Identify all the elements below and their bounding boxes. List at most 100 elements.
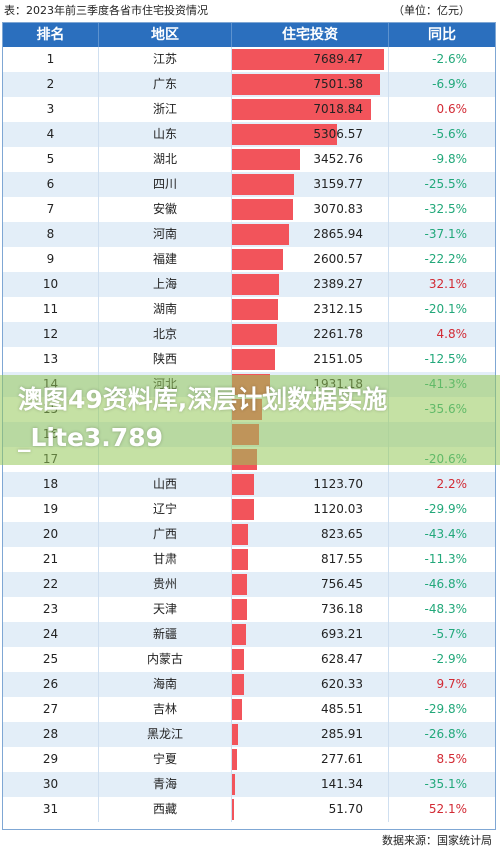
investment-bar bbox=[232, 49, 384, 70]
column-divider bbox=[98, 547, 99, 572]
yoy-change: 52.1% bbox=[428, 802, 467, 816]
investment-value: 3452.76 bbox=[313, 152, 363, 166]
investment-bar bbox=[232, 174, 295, 195]
column-divider bbox=[231, 672, 232, 697]
rank-cell: 25 bbox=[42, 652, 59, 666]
investment-bar bbox=[232, 249, 284, 270]
unit-label: （单位：亿元） bbox=[393, 4, 470, 17]
column-divider bbox=[231, 122, 232, 147]
region-cell: 内蒙古 bbox=[146, 652, 183, 666]
column-divider bbox=[98, 622, 99, 647]
watermark-banner: 澳图49资料库,深层计划数据实施_Lite3.789 bbox=[0, 375, 500, 465]
region-cell: 湖南 bbox=[152, 302, 177, 316]
region-cell: 辽宁 bbox=[152, 502, 177, 516]
investment-value: 817.55 bbox=[321, 552, 363, 566]
investment-value: 1123.70 bbox=[313, 477, 363, 491]
yoy-change: 32.1% bbox=[428, 277, 467, 291]
rank-cell: 4 bbox=[46, 127, 55, 141]
region-cell: 天津 bbox=[152, 602, 177, 616]
investment-bar bbox=[232, 474, 255, 495]
rank-cell: 20 bbox=[42, 527, 59, 541]
table-row: 3 浙江 7018.84 0.6% bbox=[3, 97, 495, 122]
table-row: 10 上海 2389.27 32.1% bbox=[3, 272, 495, 297]
region-cell: 西藏 bbox=[152, 802, 177, 816]
region-cell: 山东 bbox=[152, 127, 177, 141]
data-source: 数据来源：国家统计局 bbox=[382, 834, 492, 847]
column-divider bbox=[231, 197, 232, 222]
investment-bar bbox=[232, 724, 238, 745]
column-divider bbox=[388, 772, 389, 797]
column-divider bbox=[388, 647, 389, 672]
region-cell: 黑龙江 bbox=[146, 727, 183, 741]
yoy-change: -22.2% bbox=[424, 252, 467, 266]
column-divider bbox=[98, 497, 99, 522]
header-investment: 住宅投资 bbox=[282, 27, 338, 43]
rank-cell: 23 bbox=[42, 602, 59, 616]
column-divider bbox=[231, 47, 232, 72]
column-divider bbox=[98, 172, 99, 197]
rank-cell: 1 bbox=[46, 52, 55, 66]
column-divider bbox=[231, 172, 232, 197]
rank-cell: 30 bbox=[42, 777, 59, 791]
column-divider bbox=[231, 72, 232, 97]
rank-cell: 11 bbox=[42, 302, 59, 316]
investment-value: 51.70 bbox=[328, 802, 363, 816]
column-divider bbox=[231, 747, 232, 772]
yoy-change: -46.8% bbox=[424, 577, 467, 591]
investment-bar bbox=[232, 624, 246, 645]
region-cell: 山西 bbox=[152, 477, 177, 491]
column-divider bbox=[98, 722, 99, 747]
column-divider bbox=[231, 272, 232, 297]
region-cell: 贵州 bbox=[152, 577, 177, 591]
investment-bar bbox=[232, 224, 289, 245]
column-divider bbox=[98, 97, 99, 122]
column-divider bbox=[388, 197, 389, 222]
region-cell: 广东 bbox=[152, 77, 177, 91]
column-divider bbox=[388, 247, 389, 272]
column-divider bbox=[231, 497, 232, 522]
investment-bar bbox=[232, 649, 245, 670]
investment-bar bbox=[232, 124, 337, 145]
column-divider bbox=[231, 647, 232, 672]
column-divider bbox=[388, 72, 389, 97]
table-row: 25 内蒙古 628.47 -2.9% bbox=[3, 647, 495, 672]
column-divider bbox=[388, 547, 389, 572]
yoy-change: -11.3% bbox=[424, 552, 467, 566]
investment-bar bbox=[232, 274, 280, 295]
column-divider bbox=[231, 722, 232, 747]
rank-cell: 27 bbox=[42, 702, 59, 716]
yoy-change: 2.2% bbox=[436, 477, 468, 491]
yoy-change: -48.3% bbox=[424, 602, 467, 616]
rank-cell: 28 bbox=[42, 727, 59, 741]
investment-bar bbox=[232, 99, 371, 120]
header-region: 地区 bbox=[151, 27, 179, 43]
investment-bar bbox=[232, 574, 247, 595]
region-cell: 新疆 bbox=[152, 627, 177, 641]
table-row: 4 山东 5306.57 -5.6% bbox=[3, 122, 495, 147]
table-row: 6 四川 3159.77 -25.5% bbox=[3, 172, 495, 197]
investment-bar bbox=[232, 199, 293, 220]
column-divider bbox=[231, 622, 232, 647]
rank-cell: 8 bbox=[46, 227, 55, 241]
investment-value: 277.61 bbox=[321, 752, 363, 766]
yoy-change: -9.8% bbox=[432, 152, 467, 166]
investment-bar bbox=[232, 524, 249, 545]
table-caption: 表：2023年前三季度各省市住宅投资情况 （单位：亿元） bbox=[0, 0, 500, 22]
chart-title: 表：2023年前三季度各省市住宅投资情况 bbox=[4, 4, 208, 17]
yoy-change: -2.6% bbox=[432, 52, 467, 66]
region-cell: 江苏 bbox=[152, 52, 177, 66]
region-cell: 北京 bbox=[152, 327, 177, 341]
investment-value: 3070.83 bbox=[313, 202, 363, 216]
yoy-change: -43.4% bbox=[424, 527, 467, 541]
table-row: 27 吉林 485.51 -29.8% bbox=[3, 697, 495, 722]
table-row: 2 广东 7501.38 -6.9% bbox=[3, 72, 495, 97]
table-row: 22 贵州 756.45 -46.8% bbox=[3, 572, 495, 597]
column-divider bbox=[231, 547, 232, 572]
investment-bar bbox=[232, 549, 249, 570]
table-row: 28 黑龙江 285.91 -26.8% bbox=[3, 722, 495, 747]
region-cell: 四川 bbox=[152, 177, 177, 191]
investment-value: 2261.78 bbox=[313, 327, 363, 341]
investment-value: 2865.94 bbox=[313, 227, 363, 241]
table-row: 11 湖南 2312.15 -20.1% bbox=[3, 297, 495, 322]
column-divider bbox=[388, 322, 389, 347]
